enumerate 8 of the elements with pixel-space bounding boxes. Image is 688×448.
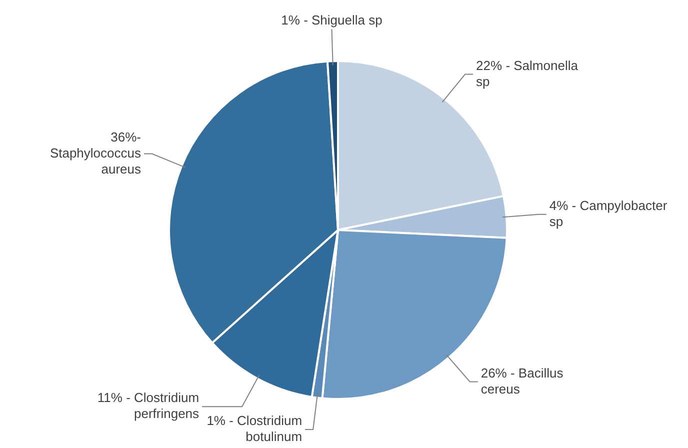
slice-label: 1% - Clostridium botulinum bbox=[206, 413, 302, 444]
slice-label: 4% - Campylobacter sp bbox=[549, 198, 668, 229]
slice-label: Staphylococcus aureus bbox=[50, 145, 142, 176]
slice-label: 11% - Clostridium perfringens bbox=[97, 390, 200, 422]
data-label: 36%- bbox=[110, 129, 142, 144]
slice-label: 22% - Salmonella sp bbox=[476, 58, 579, 89]
slice-label: 26% - Bacillus cereus bbox=[480, 365, 564, 396]
slice-label: 1% - Shiguella sp bbox=[281, 12, 382, 28]
